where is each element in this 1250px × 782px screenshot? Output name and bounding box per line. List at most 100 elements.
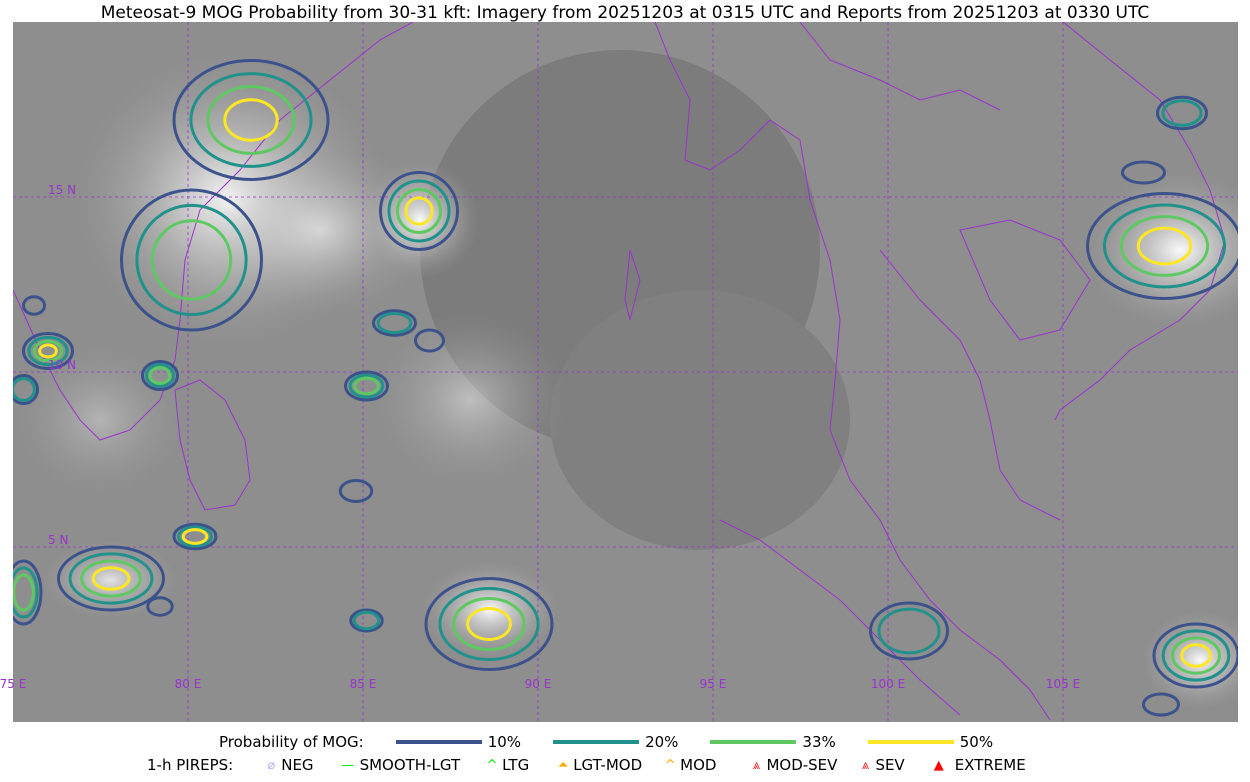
satellite-map[interactable]: 75 E 80 E 85 E 90 E 95 E 100 E 105 E 15 N 10 N 5 … xyxy=(0,0,1250,728)
lon-label: 105 E xyxy=(1046,677,1080,691)
sev-icon: ⩓ xyxy=(861,757,870,773)
lat-label: 10 N xyxy=(48,358,76,372)
contour-10-region-0 xyxy=(172,59,330,181)
map-title: Meteosat-9 MOG Probability from 30-31 kf… xyxy=(100,3,1150,23)
pirep-label-ltg: LTG xyxy=(502,756,530,774)
contour-33-region-7 xyxy=(32,339,64,363)
legend-label-50: 50% xyxy=(959,733,994,751)
graticule-labels: 75 E 80 E 85 E 90 E 95 E 100 E 105 E 15 N 10 N 5 … xyxy=(0,183,1080,691)
contour-10-region-4 xyxy=(414,328,445,353)
contour-10-region-11 xyxy=(172,522,218,551)
legend-label-10: 10% xyxy=(487,733,522,751)
lon-label: 85 E xyxy=(350,677,377,691)
mog-legend: Probability of MOG: 10% 20% 33% 50% xyxy=(0,733,1250,751)
pirep-label-lgt-mod: LGT-MOD xyxy=(573,756,643,774)
pirep-legend-title: 1-h PIREPS: xyxy=(147,756,234,774)
ltg-icon: ^ xyxy=(486,757,498,773)
pirep-label-smooth-lgt: SMOOTH-LGT xyxy=(359,756,461,774)
contour-10-region-2 xyxy=(379,171,459,251)
contour-33-region-0 xyxy=(206,85,296,155)
contour-10-region-20 xyxy=(1121,160,1166,185)
contour-20-region-17 xyxy=(877,607,941,655)
mog-legend-title: Probability of MOG: xyxy=(219,733,364,751)
contour-20-region-3 xyxy=(376,311,413,335)
contour-10-region-21 xyxy=(1086,192,1238,300)
contour-33-region-5 xyxy=(353,376,380,396)
pirep-label-neg: NEG xyxy=(281,756,314,774)
contour-10-region-5 xyxy=(344,370,389,402)
contour-20-region-2 xyxy=(387,179,451,243)
lon-label: 80 E xyxy=(175,677,202,691)
mog-contours xyxy=(13,59,1238,717)
lgt-mod-icon: ⏶ xyxy=(557,757,569,773)
pirep-label-sev: SEV xyxy=(875,756,905,774)
contour-20-region-11 xyxy=(177,525,213,548)
legend-label-33: 33% xyxy=(802,733,836,751)
lon-label: 75 E xyxy=(0,677,26,691)
contour-20-region-6 xyxy=(144,363,176,388)
contour-10-region-15 xyxy=(349,608,384,633)
contour-33-region-12 xyxy=(80,559,142,598)
lon-label: 95 E xyxy=(700,677,727,691)
contour-10-region-8 xyxy=(13,374,39,405)
contour-50-region-0 xyxy=(223,98,279,142)
contour-20-region-19 xyxy=(1161,99,1203,127)
contour-33-region-2 xyxy=(395,187,443,235)
lon-label: 100 E xyxy=(871,677,905,691)
contour-20-region-8 xyxy=(13,377,36,402)
contour-10-region-18 xyxy=(1152,622,1238,689)
contour-10-region-16 xyxy=(424,577,554,671)
mod-icon: ^ xyxy=(664,757,676,773)
contour-10-region-6 xyxy=(141,360,179,391)
smooth-lgt-icon: — xyxy=(341,757,355,773)
lat-label: 5 N xyxy=(48,533,68,547)
contour-10-region-10 xyxy=(338,479,374,503)
extreme-icon: ▲ xyxy=(933,757,944,773)
neg-icon: ⌀ xyxy=(267,757,276,773)
contour-33-region-13 xyxy=(13,573,35,612)
pirep-label-extreme: EXTREME xyxy=(954,756,1026,774)
contour-10-region-14 xyxy=(146,596,174,617)
mod-sev-icon: ⩓ xyxy=(752,757,761,773)
contour-20-region-7 xyxy=(27,335,69,367)
contour-50-region-2 xyxy=(404,196,434,226)
contour-10-region-3 xyxy=(372,309,417,337)
contour-10-region-22 xyxy=(1142,692,1180,717)
legend-label-20: 20% xyxy=(645,733,679,751)
legend-swatch-50 xyxy=(867,740,954,744)
lat-label: 15 N xyxy=(48,183,76,197)
contour-50-region-16 xyxy=(466,607,512,641)
contour-50-region-11 xyxy=(181,528,209,545)
contour-33-region-21 xyxy=(1119,215,1210,277)
contour-33-region-6 xyxy=(148,366,172,385)
legend-swatch-33 xyxy=(710,740,797,744)
lon-label: 90 E xyxy=(525,677,552,691)
contour-50-region-7 xyxy=(38,343,58,359)
legend-swatch-10 xyxy=(395,740,482,744)
contour-20-region-16 xyxy=(438,587,540,661)
contour-20-region-12 xyxy=(68,552,154,605)
contour-20-region-1 xyxy=(135,203,248,317)
contour-20-region-0 xyxy=(189,72,313,168)
contour-33-region-1 xyxy=(150,219,233,301)
legend-swatch-20 xyxy=(553,740,640,744)
contour-10-region-7 xyxy=(22,332,74,370)
pirep-label-mod: MOD xyxy=(680,756,717,774)
contour-20-region-18 xyxy=(1161,629,1231,682)
contour-10-region-1 xyxy=(120,188,263,332)
contour-50-region-12 xyxy=(91,566,131,591)
contour-33-region-16 xyxy=(452,597,526,651)
contour-10-region-17 xyxy=(869,601,949,661)
contour-33-region-18 xyxy=(1170,636,1222,675)
pirep-label-mod-sev: MOD-SEV xyxy=(766,756,838,774)
contour-10-region-13 xyxy=(13,559,43,626)
contour-10-region-9 xyxy=(22,295,46,316)
contour-50-region-18 xyxy=(1180,643,1212,668)
contour-20-region-15 xyxy=(352,610,381,631)
contour-10-region-12 xyxy=(57,545,165,612)
contour-20-region-5 xyxy=(348,373,385,399)
contour-10-region-19 xyxy=(1156,95,1208,131)
contour-50-region-21 xyxy=(1136,226,1193,266)
contour-20-region-13 xyxy=(13,566,39,619)
contour-20-region-21 xyxy=(1102,203,1227,289)
